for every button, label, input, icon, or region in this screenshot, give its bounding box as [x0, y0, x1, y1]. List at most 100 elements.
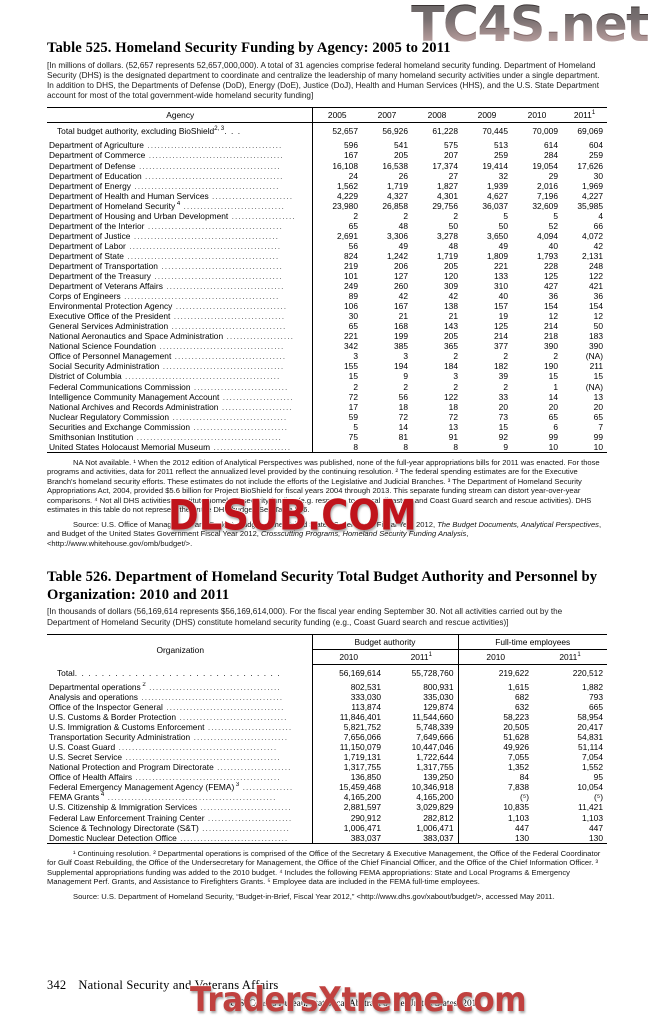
row-value-1: 4,327: [387, 190, 408, 201]
row-value-5: 259: [589, 150, 603, 161]
leader-dots: ...................: [228, 210, 296, 221]
table-row: General Services Administration ........…: [47, 321, 607, 332]
row-value-0: 5: [311, 421, 362, 432]
row-value-2: 10,835: [457, 802, 533, 813]
bottom-rule: [533, 842, 607, 844]
table-526-group-header-row: Organization Budget authority Full-time …: [47, 633, 607, 665]
row-value-1: 335,030: [423, 691, 454, 702]
row-value-2: 4,301: [437, 190, 458, 201]
row-label-text: National Archives and Records Administra…: [49, 401, 219, 412]
table-525: Agency 2005 2007 2008 2009 2010 20111 To…: [47, 107, 607, 453]
table-525-foot: [47, 452, 607, 453]
table-row: Office of Personnel Management .........…: [47, 351, 607, 362]
row-value-2: 58,223: [457, 712, 533, 723]
row-value-0: 290,912: [311, 812, 385, 823]
row-label: Securities and Exchange Commission .....…: [47, 422, 312, 432]
row-value-0: 1,006,471: [311, 822, 385, 833]
row-value-1: 139,250: [423, 772, 454, 783]
row-value-2: 184: [444, 361, 458, 372]
table-526-footnote-text: ¹ Continuing resolution. ² Departmental …: [47, 848, 601, 887]
row-label-text: Analysis and operations: [49, 691, 138, 702]
row-value-3: 54,831: [577, 732, 603, 743]
row-value-2: 122: [444, 391, 458, 402]
row-value-0: 167: [311, 150, 362, 161]
table-526-foot: [47, 842, 607, 844]
row-value-3: 51,114: [578, 742, 603, 753]
row-label: U.S. Customs & Border Protection .......…: [47, 712, 312, 722]
row-value-5: 4: [598, 210, 603, 221]
row-label: Department of Education ................…: [47, 171, 312, 181]
leader-dots: .................................: [170, 311, 286, 322]
table-row: U.S. Coast Guard .......................…: [47, 742, 607, 753]
leader-dots: ............................: [190, 732, 289, 743]
row-label-text: Environmental Protection Agency: [49, 301, 173, 312]
total-value-2008: 61,228: [432, 126, 458, 137]
table-row: Securities and Exchange Commission .....…: [47, 421, 607, 432]
row-label-text: Executive Office of the President: [49, 311, 171, 322]
row-label: Executive Office of the President ......…: [47, 311, 312, 321]
row-value-5: 30: [593, 170, 603, 181]
row-value-0: 824: [311, 250, 362, 261]
row-value-4: 2: [553, 351, 558, 362]
row-value-5: 1,969: [582, 180, 603, 191]
row-value-2: 3,278: [437, 230, 458, 241]
table-525-bottom-rule-row: [47, 452, 607, 453]
row-value-1: 1,317,755: [416, 762, 454, 773]
table-row: Nuclear Regulatory Commission ..........…: [47, 411, 607, 422]
row-value-2: 7,838: [457, 782, 533, 793]
row-value-2: 1,827: [437, 180, 458, 191]
leader-dots: .................................: [171, 351, 287, 362]
table-row: U.S. Secret Service ....................…: [47, 752, 607, 763]
table-row: Corps of Engineers .....................…: [47, 291, 607, 302]
row-value-3: 36,037: [482, 200, 508, 211]
table-525-body: Total budget authority, excluding BioShi…: [47, 122, 607, 141]
leader-dots: ......................................: [150, 271, 283, 282]
source-indent: [47, 520, 73, 529]
table-row: U.S. Citizenship & Immigration Services …: [47, 802, 607, 813]
row-label: National Aeronautics and Space Administr…: [47, 331, 312, 341]
table-row: Departmental operations 2 ..............…: [47, 681, 607, 692]
source-italic-2: Crosscutting Programs, Homeland Security…: [261, 529, 467, 539]
row-value-5: 10: [593, 441, 603, 452]
row-value-4: 218: [544, 331, 558, 342]
leader-dots: . . .: [224, 126, 242, 137]
row-label-text: Department of State: [49, 250, 124, 261]
total-value-2005: 52,657: [311, 122, 362, 137]
row-value-2: 1,352: [457, 762, 533, 773]
row-label: Office of Personnel Management .........…: [47, 351, 312, 361]
table-row: Department of Agriculture ..............…: [47, 140, 607, 151]
bottom-rule: [312, 452, 362, 453]
table-526-footnote: ¹ Continuing resolution. ² Departmental …: [47, 849, 607, 887]
row-label: National Science Foundation ............…: [47, 341, 312, 351]
leader-dots: ........................................: [144, 220, 283, 231]
table-row: Office of the Inspector General ........…: [47, 702, 607, 713]
row-value-3: 73: [498, 411, 508, 422]
bottom-rule: [385, 842, 458, 844]
row-label: Department of Homeland Security 4 ......…: [47, 201, 312, 211]
row-value-1: 260: [394, 281, 408, 292]
row-value-1: 282,812: [423, 812, 454, 823]
table-row: Office of Health Affairs ...............…: [47, 772, 607, 783]
row-value-0: 3: [311, 351, 362, 362]
col-header-2011-label: 2011: [573, 110, 592, 121]
source-text: U.S. Department of Homeland Security, “B…: [101, 891, 555, 901]
row-value-3: 2: [503, 351, 508, 362]
row-value-2: 7,055: [457, 752, 533, 763]
row-value-1: 2: [403, 210, 408, 221]
row-label-text: Department of Veterans Affairs: [49, 281, 163, 292]
leader-dots: ........................................: [143, 140, 283, 151]
row-label: Federal Law Enforcement Training Center …: [47, 813, 312, 823]
row-value-5: 390: [589, 341, 603, 352]
col-header-fte-2010: 2010: [457, 649, 533, 665]
row-label-text: Department of Commerce: [49, 150, 146, 161]
leader-dots: .....................................: [156, 341, 285, 352]
row-label: Department of Energy ...................…: [47, 181, 312, 191]
col-header-2008: 2008: [412, 107, 462, 124]
leader-dots: .......................................: [145, 681, 281, 692]
table-525-footnote-text: NA Not available. ¹ When the 2012 editio…: [47, 457, 600, 515]
row-value-1: 1,006,471: [416, 822, 454, 833]
row-label-text: Securities and Exchange Commission: [49, 421, 191, 432]
row-value-1: 167: [394, 301, 408, 312]
row-label: Department of Housing and Urban Developm…: [47, 211, 312, 221]
row-label-text: Nuclear Regulatory Commission: [49, 411, 170, 422]
